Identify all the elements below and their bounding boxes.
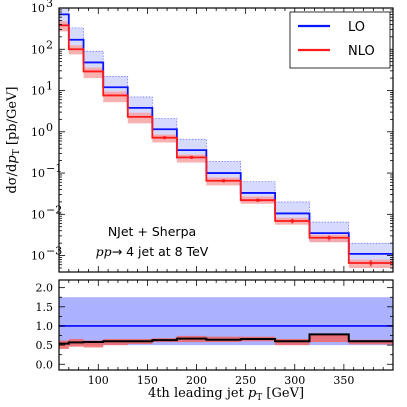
lo-band-bin-1 [68,27,84,50]
lo-band-bin-2 [83,51,104,71]
nlo-error-point-10 [327,236,331,240]
y-axis-title-unit: [pb/GeV] [5,86,20,145]
nlo-ratio-band-bin-10 [309,334,349,343]
lo-band-bin-8 [240,181,276,202]
x-axis-title-sub: T [256,393,262,403]
legend-label-lo: LO [348,20,365,35]
nlo-band-bin-3 [103,91,128,103]
lo-band-bin-5 [152,118,177,138]
x-axis-title: 4th leading jet pT [GeV] [148,386,304,403]
ratio-y-tick-label-0: 0.0 [36,358,54,371]
x-tick-label-150: 150 [137,374,158,387]
y-tick-exponent-6: 3 [46,0,53,10]
y-axis-title: dσ/dpT [pb/GeV] [5,86,22,193]
ratio-panel [59,297,393,349]
lo-band-outline-5 [152,118,178,138]
legend-label-nlo: NLO [348,44,375,59]
nlo-band-bin-0 [59,21,69,32]
y-axis-title-prefix: dσ/d [5,164,20,194]
lo-band-outline-4 [127,96,153,117]
ratio-y-tick-label-1: 0.5 [36,339,54,352]
ratio-y-tick-label-3: 1.5 [36,301,54,314]
lo-band-bin-6 [176,139,207,159]
main-data-layer [58,7,394,269]
y-tick-label-2: 10 [31,167,45,180]
process-annotation-line1: NJet + Sherpa [108,224,196,239]
y-tick-exponent-5: 2 [46,38,53,51]
nlo-error-point-5 [163,136,167,140]
nlo-error-point-8 [256,198,260,202]
nlo-error-point-11 [369,261,373,265]
y-axis-title-sub: T [12,149,22,155]
legend: LO NLO [289,11,391,69]
lo-band-bin-4 [127,96,153,117]
lo-over-nlo-ratio-line [59,333,393,345]
annotation-process-var: pp [96,244,112,259]
lo-band-bin-0 [59,8,69,25]
nlo-error-point-9 [290,219,294,223]
y-tick-exponent-4: 1 [46,80,53,93]
annotation-process-rest: → 4 jet at 8 TeV [112,244,209,259]
x-axis-title-var: p [248,386,257,401]
y-tick-exponent-1: −2 [46,203,62,216]
ratio-plot-frame [58,279,394,371]
x-tick-label-100: 100 [88,374,109,387]
y-tick-exponent-2: −1 [46,162,62,175]
y-tick-label-0: 10 [31,250,45,263]
nlo-band-bin-2 [83,67,104,79]
nlo-error-point-6 [190,155,194,159]
legend-box [289,11,391,69]
process-annotation-line2: pp→ 4 jet at 8 TeV [96,244,209,259]
nlo-ratio-band-bin-2 [83,340,104,348]
ratio-y-tick-label-2: 1.0 [36,320,54,333]
lo-band-bin-9 [275,201,310,222]
x-tick-label-200: 200 [186,374,207,387]
lo-band-bin-11 [348,243,393,262]
lo-band-bin-3 [103,76,128,95]
x-tick-label-250: 250 [235,374,256,387]
nlo-step-line [59,24,393,264]
y-tick-label-3: 10 [31,126,45,139]
nlo-band-bin-4 [127,112,153,124]
x-axis-title-text: 4th leading jet [148,386,245,401]
main-plot-frame [58,7,394,273]
y-tick-label-4: 10 [31,85,45,98]
x-tick-label-350: 350 [333,374,354,387]
lo-band-bin-7 [206,161,241,181]
y-tick-label-5: 10 [31,43,45,56]
y-tick-label-1: 10 [31,208,45,221]
ratio-y-tick-label-4: 2.0 [36,282,54,295]
ratio-data-layer [59,297,393,349]
y-axis-title-var: p [5,155,20,164]
y-tick-label-6: 10 [31,2,45,15]
x-tick-label-300: 300 [284,374,305,387]
main-panel [58,7,394,269]
nlo-error-point-7 [222,179,226,183]
y-tick-exponent-0: −3 [46,245,62,258]
x-axis-title-unit: [GeV] [266,386,304,401]
y-tick-exponent-3: 0 [46,121,53,134]
